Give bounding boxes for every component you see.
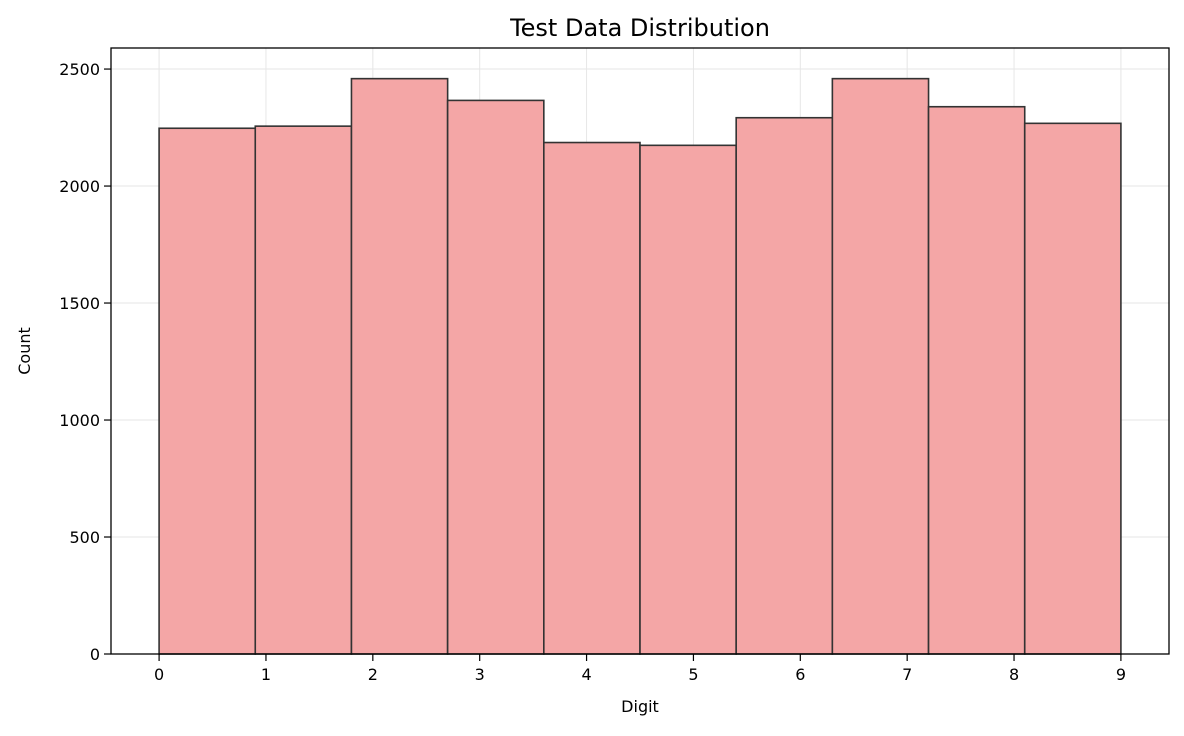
- y-axis-label: Count: [15, 327, 34, 375]
- y-tick-label-2: 1000: [59, 411, 100, 430]
- x-axis-label: Digit: [621, 697, 659, 716]
- histogram-bar-5: [639, 144, 737, 655]
- histogram-bar-3: [446, 99, 545, 655]
- y-axis-ticks: 0 500 1000 1500 2000 2500: [59, 60, 111, 664]
- x-tick-label-0: 0: [154, 665, 164, 684]
- x-tick-label-7: 7: [902, 665, 912, 684]
- histogram-bar-0: [158, 127, 257, 655]
- y-tick-label-4: 2000: [59, 177, 100, 196]
- histogram-bar-4: [543, 141, 641, 655]
- x-tick-label-1: 1: [261, 665, 271, 684]
- y-tick-label-3: 1500: [59, 294, 100, 313]
- histogram-bar-1: [254, 125, 353, 655]
- histogram-bar-6: [735, 116, 834, 655]
- x-tick-label-6: 6: [795, 665, 805, 684]
- x-tick-label-3: 3: [475, 665, 485, 684]
- y-tick-label-1: 500: [69, 528, 100, 547]
- histogram-bar-8: [927, 105, 1026, 655]
- chart-title: Test Data Distribution: [509, 14, 770, 42]
- plot-frame: [110, 47, 1170, 655]
- y-tick-label-0: 0: [90, 645, 100, 664]
- x-tick-label-2: 2: [368, 665, 378, 684]
- y-tick-label-5: 2500: [59, 60, 100, 79]
- x-tick-label-9: 9: [1116, 665, 1126, 684]
- histogram-bar-7: [831, 77, 930, 655]
- bars-layer: [158, 77, 1122, 655]
- x-tick-label-4: 4: [581, 665, 591, 684]
- histogram-bar-2: [350, 77, 449, 655]
- x-axis-ticks: 0 1 2 3 4 5 6 7 8 9: [154, 654, 1126, 684]
- histogram-bar-9: [1023, 122, 1122, 655]
- x-tick-label-5: 5: [688, 665, 698, 684]
- x-tick-label-8: 8: [1009, 665, 1019, 684]
